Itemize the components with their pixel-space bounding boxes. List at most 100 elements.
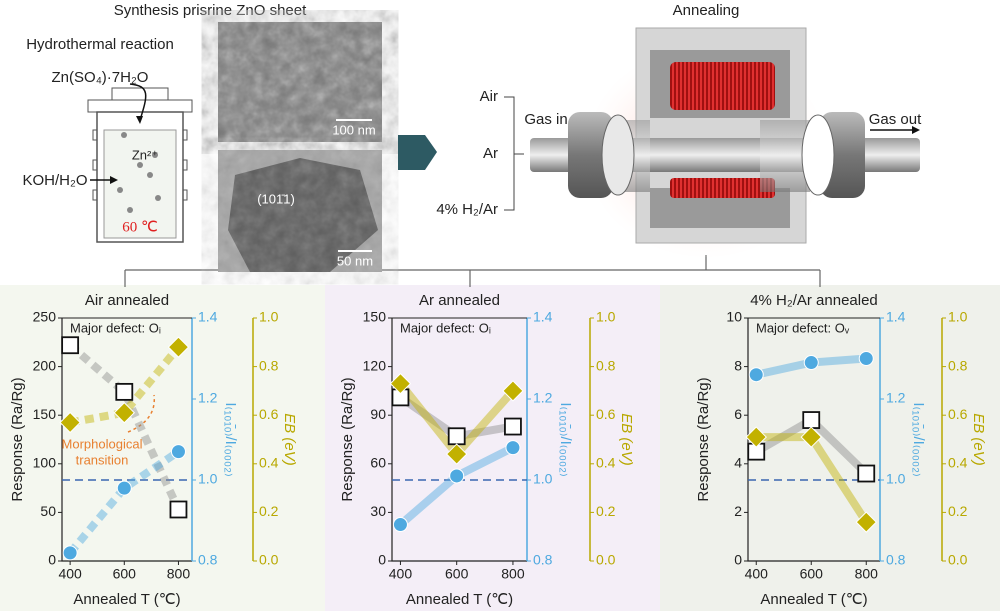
y-axis-label: Response (Ra/Rg) <box>339 377 356 501</box>
marker <box>745 426 767 448</box>
marker <box>505 440 521 456</box>
y3-tick-label: 0.4 <box>259 455 279 471</box>
y-tick-label: 0 <box>378 552 386 568</box>
marker <box>449 468 465 484</box>
y3-tick-label: 0.6 <box>259 406 279 422</box>
arrow <box>398 135 437 170</box>
y2-axis-label: I₍₁₀₁̄₀₎/I₍₀₀₀₂₎ <box>222 402 239 476</box>
series-line <box>69 344 182 427</box>
y3-axis-label: EB (eV) <box>281 413 298 466</box>
marker <box>504 417 522 436</box>
label: Gas in <box>524 111 567 128</box>
label: 4% H₂/Ar <box>436 201 498 218</box>
y2-axis-label: I₍₁₀₁̄₀₎/I₍₀₀₀₂₎ <box>557 402 574 476</box>
y3-axis-label: EB (eV) <box>618 413 635 466</box>
x-tick-label: 400 <box>58 566 82 582</box>
label: Air <box>480 88 498 105</box>
label: Gas out <box>869 111 922 128</box>
marker <box>61 336 80 355</box>
marker <box>113 402 135 424</box>
y2-tick-label: 1.0 <box>198 471 218 487</box>
y-tick-label: 10 <box>726 309 742 325</box>
x-tick-label: 600 <box>113 566 137 582</box>
y-tick-label: 6 <box>734 406 742 422</box>
y-axis-label: Response (Ra/Rg) <box>9 377 26 501</box>
panel-bg <box>660 285 1000 611</box>
annotation: Major defect: Oᵢ <box>400 320 491 335</box>
x-tick-label: 400 <box>745 566 769 582</box>
x-tick-label: 600 <box>800 566 824 582</box>
y2-tick-label: 0.8 <box>533 552 553 568</box>
marker <box>170 444 186 460</box>
tem-image <box>218 150 382 272</box>
annotation: transition <box>76 452 129 467</box>
y-tick-label: 100 <box>33 455 57 471</box>
x-tick-label: 800 <box>501 566 525 582</box>
marker <box>855 511 877 533</box>
y3-tick-label: 0.0 <box>948 552 968 568</box>
y3-tick-label: 1.0 <box>259 309 279 325</box>
label: 100 nm <box>332 122 375 137</box>
y-tick-label: 250 <box>33 309 57 325</box>
annotation: Major defect: Oᵥ <box>756 320 850 335</box>
y3-tick-label: 0.2 <box>948 503 968 519</box>
y2-axis-label: I₍₁₀₁̄₀₎/I₍₀₀₀₂₎ <box>910 402 927 476</box>
label: Zn²⁺ <box>132 147 158 162</box>
marker <box>445 443 468 465</box>
bracket <box>504 96 524 211</box>
y3-tick-label: 1.0 <box>948 309 968 325</box>
y2-tick-label: 1.4 <box>533 309 553 325</box>
annotation: Major defect: Oᵢ <box>70 320 161 335</box>
label: KOH/H₂O <box>23 172 88 189</box>
section-title: Annealing <box>673 2 740 19</box>
y-tick-label: 50 <box>40 503 56 519</box>
connector <box>124 255 821 287</box>
y2-tick-label: 1.4 <box>886 309 906 325</box>
y-tick-label: 0 <box>48 552 56 568</box>
x-axis-label: Annealed T (℃) <box>760 591 867 608</box>
y2-tick-label: 1.2 <box>886 390 906 406</box>
x-axis-label: Annealed T (℃) <box>406 591 513 608</box>
x-axis-label: Annealed T (℃) <box>73 591 180 608</box>
y3-tick-label: 1.0 <box>596 309 616 325</box>
y-tick-label: 30 <box>370 503 386 519</box>
y3-tick-label: 0.2 <box>259 503 279 519</box>
marker <box>167 336 190 358</box>
marker <box>115 382 134 401</box>
marker <box>802 411 821 429</box>
marker <box>748 367 764 383</box>
marker <box>803 355 819 371</box>
y2-tick-label: 0.8 <box>886 552 906 568</box>
series-line <box>67 342 183 512</box>
y-axis-label: Response (Ra/Rg) <box>695 377 712 501</box>
y2-tick-label: 1.4 <box>198 309 218 325</box>
y-tick-label: 60 <box>370 455 386 471</box>
y3-axis-label: EB (eV) <box>970 413 987 466</box>
marker <box>59 411 81 434</box>
x-tick-label: 800 <box>167 566 191 582</box>
y3-tick-label: 0.6 <box>948 406 968 422</box>
marker <box>116 480 132 496</box>
y-tick-label: 8 <box>734 357 742 373</box>
x-tick-label: 800 <box>855 566 879 582</box>
y-tick-label: 150 <box>363 309 387 325</box>
label: Zn(SO₄)·7H₂O <box>52 69 149 86</box>
y3-tick-label: 0.4 <box>948 455 968 471</box>
y-tick-label: 200 <box>33 357 57 373</box>
x-tick-label: 400 <box>389 566 413 582</box>
x-tick-label: 600 <box>445 566 469 582</box>
marker <box>389 372 412 395</box>
chart-title: 4% H₂/Ar annealed <box>750 292 878 309</box>
y3-tick-label: 0.0 <box>259 552 279 568</box>
y3-tick-label: 0.4 <box>596 455 616 471</box>
y-tick-label: 4 <box>734 455 742 471</box>
y-tick-label: 120 <box>363 357 387 373</box>
section-title: Synthesis prisrine ZnO sheet <box>114 2 307 19</box>
y3-tick-label: 0.0 <box>596 552 616 568</box>
y-tick-label: 150 <box>33 406 57 422</box>
label: (101̄1) <box>257 191 295 206</box>
chart-title: Ar annealed <box>419 292 500 309</box>
chart-title: Air annealed <box>85 292 169 309</box>
series-line <box>67 448 181 556</box>
y-tick-label: 90 <box>370 406 386 422</box>
